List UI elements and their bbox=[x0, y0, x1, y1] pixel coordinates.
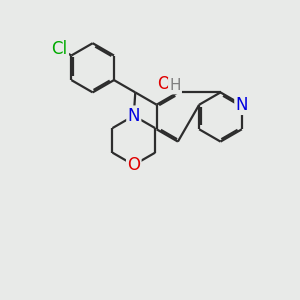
Text: O: O bbox=[157, 75, 170, 93]
Text: N: N bbox=[128, 107, 140, 125]
Text: O: O bbox=[127, 156, 140, 174]
Text: H: H bbox=[169, 78, 181, 93]
Text: Cl: Cl bbox=[52, 40, 68, 58]
Text: N: N bbox=[236, 96, 248, 114]
